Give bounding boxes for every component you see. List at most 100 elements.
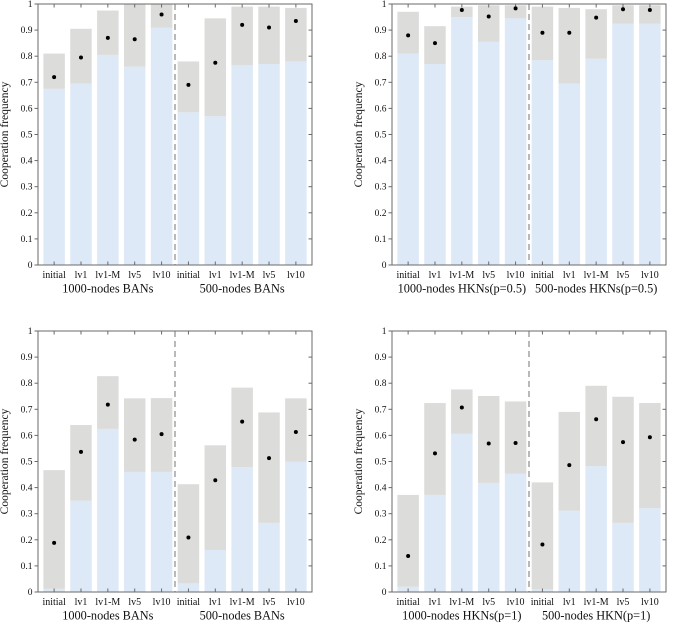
gray-range-box: [504, 5, 527, 19]
gray-range-box: [285, 7, 307, 62]
mean-dot: [186, 535, 191, 540]
blue-bar: [177, 583, 200, 592]
y-tick-label: 0.7: [375, 78, 387, 88]
gray-range-box: [397, 11, 419, 54]
gray-range-box: [477, 5, 500, 42]
gray-range-box: [397, 494, 419, 587]
category-label: lv10: [507, 270, 525, 281]
gray-range-box: [123, 398, 146, 472]
y-tick-label: 0.3: [21, 183, 33, 193]
y-tick-label: 0.5: [21, 131, 33, 141]
category-label: lv5: [482, 597, 495, 608]
gray-range-box: [43, 470, 65, 589]
category-label: lv5: [263, 597, 276, 608]
category-label: lv1-M: [95, 597, 120, 608]
y-axis-label: Cooperation frequency: [0, 81, 11, 187]
category-label: lv1-M: [230, 270, 255, 281]
mean-dot: [213, 478, 218, 483]
blue-bar: [258, 64, 280, 265]
gray-range-box: [97, 10, 119, 55]
gray-range-box: [231, 6, 253, 66]
blue-bar: [204, 549, 227, 592]
category-label: lv5: [617, 597, 630, 608]
blue-bar: [231, 467, 253, 592]
category-label: lv1: [429, 597, 442, 608]
mean-dot: [594, 417, 599, 422]
category-label: lv10: [507, 597, 525, 608]
mean-dot: [459, 405, 464, 410]
blue-bar: [150, 471, 173, 592]
y-tick-label: 0.9: [375, 26, 387, 36]
gray-range-box: [585, 9, 607, 59]
blue-bar: [43, 88, 65, 265]
mean-dot: [159, 432, 164, 437]
gray-range-box: [123, 4, 146, 67]
blue-bar: [397, 53, 419, 266]
gray-range-box: [477, 395, 500, 483]
category-label: lv5: [482, 270, 495, 281]
category-label: lv1: [75, 270, 88, 281]
blue-bar: [258, 522, 280, 592]
category-label: lv1-M: [584, 597, 609, 608]
category-label: lv1-M: [95, 270, 120, 281]
gray-range-box: [97, 376, 119, 429]
category-label: lv5: [617, 270, 630, 281]
blue-bar: [285, 461, 307, 592]
category-label: lv1-M: [230, 597, 255, 608]
group-label: 1000-nodes HKNs(p=1): [402, 609, 521, 623]
y-tick-label: 0.7: [375, 405, 387, 415]
gray-range-box: [504, 401, 527, 474]
blue-bar: [612, 23, 634, 266]
y-tick-label: 1: [28, 0, 33, 10]
y-tick-label: 0.2: [375, 536, 387, 546]
mean-dot: [406, 553, 411, 558]
blue-bar: [150, 27, 173, 265]
mean-dot: [105, 35, 110, 40]
y-tick-label: 0.3: [375, 510, 387, 520]
y-tick-label: 0.5: [21, 458, 33, 468]
mean-dot: [486, 14, 491, 19]
y-tick-label: 1: [28, 327, 33, 337]
group-label: 500-nodes BANs: [200, 609, 285, 623]
panel-bottom-left: 0 0.1 0.2 0.3 0.4 0.5 0.6 0.7 0.8 0.9 1 initial lv1 l…: [0, 327, 313, 623]
mean-dot: [267, 456, 272, 461]
blue-bar: [424, 64, 446, 265]
blue-bar: [504, 18, 527, 266]
y-tick-label: 0: [382, 261, 387, 271]
mean-dot: [159, 12, 164, 17]
blue-bar: [477, 41, 500, 265]
mean-dot: [567, 30, 572, 35]
mean-dot: [406, 33, 411, 38]
y-tick-label: 0.3: [21, 510, 33, 520]
mean-dot: [621, 440, 626, 445]
y-tick-label: 0.7: [21, 405, 33, 415]
mean-dot: [240, 22, 245, 27]
y-axis-label: Cooperation frequency: [0, 408, 11, 514]
category-label: lv1-M: [584, 270, 609, 281]
y-tick-label: 0.8: [21, 379, 33, 389]
y-tick-label: 0.4: [375, 484, 387, 494]
blue-bar: [585, 58, 607, 266]
blue-bar: [231, 65, 253, 266]
gray-range-box: [558, 7, 581, 84]
y-tick-label: 0.5: [375, 458, 387, 468]
category-label: initial: [177, 270, 201, 281]
blue-bar: [639, 23, 661, 266]
mean-dot: [567, 463, 572, 468]
group-label: 1000-nodes HKNs(p=0.5): [398, 282, 527, 296]
mean-dot: [486, 441, 491, 446]
mean-dot: [105, 402, 110, 407]
group-label: 500-nodes BANs: [200, 282, 285, 296]
y-tick-label: 0.5: [375, 131, 387, 141]
mean-dot: [513, 6, 518, 11]
gray-range-box: [177, 484, 200, 584]
mean-dot: [186, 82, 191, 87]
blue-bar: [639, 508, 661, 592]
group-label: 1000-nodes BANs: [62, 609, 153, 623]
y-tick-label: 0.2: [375, 209, 387, 219]
mean-dot: [621, 7, 626, 12]
category-label: lv1: [563, 597, 576, 608]
gray-range-box: [424, 403, 446, 495]
category-label: initial: [396, 597, 420, 608]
